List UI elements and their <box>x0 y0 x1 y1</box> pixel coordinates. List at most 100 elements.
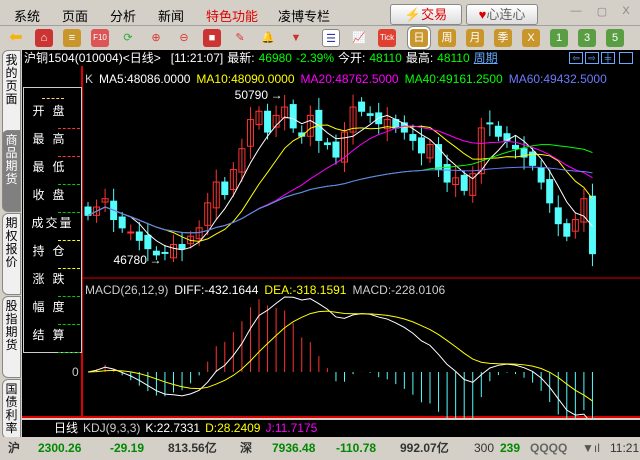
kdj-k: K:22.7331 <box>145 421 201 435</box>
macd-zero-label: 0 <box>72 365 79 379</box>
split-view-button[interactable]: ╪ <box>601 52 615 64</box>
ma-line-5 <box>87 114 593 251</box>
heart-icon: ♥ <box>478 7 487 22</box>
candle-body <box>195 227 203 240</box>
candle-body <box>452 177 460 186</box>
menu-news[interactable]: 新闻 <box>158 9 185 24</box>
candle-body <box>460 174 468 191</box>
restore-button[interactable]: ▢ <box>596 6 608 18</box>
candle-body <box>512 144 519 150</box>
divider <box>42 98 64 99</box>
candle-body <box>571 219 579 232</box>
candle-body <box>255 110 263 126</box>
heart-label: 心连心 <box>486 7 526 22</box>
period-button-5[interactable]: 1 <box>550 29 568 47</box>
candle-body <box>246 119 254 147</box>
period-button-7[interactable]: 5 <box>606 29 624 47</box>
menu-features[interactable]: 特色功能 <box>206 9 259 24</box>
chart-area[interactable]: K MA5:48086.0000 MA10:48090.0000 MA20:48762… <box>22 66 640 425</box>
maximize-chart-button[interactable] <box>619 52 633 64</box>
candle-body <box>358 101 366 112</box>
candle-body <box>127 231 135 234</box>
period-button-2[interactable]: 月 <box>466 29 484 47</box>
candle-body <box>118 216 126 229</box>
filter-icon[interactable]: ▼ <box>290 32 302 44</box>
zoom-in-icon[interactable]: ⊕ <box>151 32 161 44</box>
period-button-0[interactable]: 日 <box>408 27 430 49</box>
candle-body <box>554 207 562 225</box>
tab-index-futures[interactable]: 股指期货 <box>2 296 21 378</box>
back-arrow-icon[interactable]: ⬅ <box>9 29 23 46</box>
tab-option-quotes[interactable]: 期权报价 <box>2 213 21 295</box>
close-button[interactable]: X <box>622 5 630 17</box>
candle-body <box>443 164 451 183</box>
menu-bar: 系统 页面 分析 新闻 特色功能 凌博专栏 ⚡交易 ♥心连心 — ▢ X <box>0 0 640 26</box>
menu-column[interactable]: 凌博专栏 <box>278 9 331 24</box>
ma-label-0: MA5:48086.0000 <box>99 72 191 86</box>
table-icon[interactable]: ☰ <box>322 29 340 47</box>
tick-button[interactable]: Tick <box>378 29 396 47</box>
period-button-3[interactable]: 季 <box>494 29 512 47</box>
value-line <box>58 352 80 353</box>
left-arrow-button[interactable]: ⇦ <box>569 52 583 64</box>
candle-body <box>426 144 434 159</box>
qq-indicator[interactable]: QQQQ <box>530 441 568 455</box>
latest-label: 最新: <box>227 51 255 65</box>
candle-body <box>546 179 554 204</box>
period-button-1[interactable]: 周 <box>438 29 456 47</box>
candle-body <box>144 234 152 250</box>
period-link[interactable]: 周期 <box>473 51 498 65</box>
kline-chart[interactable]: K MA5:48086.0000 MA10:48090.0000 MA20:48762… <box>22 66 640 425</box>
period-label: 日线 <box>54 421 79 435</box>
value-line <box>58 268 80 269</box>
chart-bars-icon[interactable]: 📈 <box>352 32 366 44</box>
data-window: 开盘 最高 最低 收盘 成交量 持仓 涨跌 幅度 结算 <box>23 87 82 353</box>
clock: 11:21 <box>610 441 640 455</box>
menu-analysis[interactable]: 分析 <box>110 9 137 24</box>
macd-label: MACD(26,12,9) <box>85 283 168 297</box>
candle-body <box>238 148 246 173</box>
candle-body <box>135 231 143 241</box>
notes-icon[interactable]: ≡ <box>63 29 81 47</box>
home-icon[interactable]: ⌂ <box>35 29 53 47</box>
right-arrow-button[interactable]: ⇨ <box>585 52 599 64</box>
value-line <box>58 184 80 185</box>
kdj-bar: 日线 KDJ(9,3,3) K:22.7331 D:28.2409 J:11.7… <box>22 420 640 437</box>
ma-label-1: MA10:48090.0000 <box>196 72 294 86</box>
high-label: 最高: <box>405 51 434 65</box>
candle-body <box>212 181 220 209</box>
ma-label-3: MA40:49161.2500 <box>405 72 503 86</box>
trade-button[interactable]: ⚡交易 <box>390 4 462 25</box>
minimize-button[interactable]: — <box>570 5 582 17</box>
bell-icon[interactable]: 🔔 <box>261 32 275 44</box>
left-tab-bar: 我的页面 商品期货 期权报价 股指期货 国债利率 <box>0 50 22 439</box>
candle-body <box>529 151 537 166</box>
windows-icon[interactable]: ■ <box>203 29 221 47</box>
sh-change: -29.19 <box>110 441 145 455</box>
tab-commodity-futures[interactable]: 商品期货 <box>2 130 21 212</box>
candle-body <box>588 195 596 255</box>
menu-page[interactable]: 页面 <box>62 9 89 24</box>
candle-body <box>383 119 391 130</box>
contract-title: 沪铜1504(010004)<日线> <box>24 51 161 65</box>
data-row-label: 成交量 <box>31 216 74 230</box>
pencil-icon[interactable]: ✎ <box>235 32 245 44</box>
hs300-value: 239 <box>500 441 521 455</box>
data-row-label: 最低 <box>32 160 73 174</box>
candle-body <box>477 127 485 175</box>
tab-my-page[interactable]: 我的页面 <box>2 50 21 140</box>
period-button-4[interactable]: X <box>522 29 540 47</box>
tab-bond-rates[interactable]: 国债利率 <box>2 379 21 439</box>
candle-body <box>204 202 212 226</box>
data-row-label: 涨跌 <box>32 272 73 286</box>
zoom-out-icon[interactable]: ⊖ <box>179 32 189 44</box>
candle-body <box>409 134 417 141</box>
value-line <box>58 324 80 325</box>
f10-icon[interactable]: F10 <box>91 29 109 47</box>
refresh-icon[interactable]: ⟳ <box>123 32 133 44</box>
value-line <box>58 240 80 241</box>
menu-system[interactable]: 系统 <box>14 9 41 24</box>
heart-button[interactable]: ♥心连心 <box>466 4 538 25</box>
period-button-6[interactable]: 3 <box>578 29 596 47</box>
macd-diff: DIFF:-432.1644 <box>174 283 258 297</box>
